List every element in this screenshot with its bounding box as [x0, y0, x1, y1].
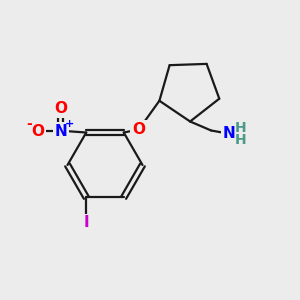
Text: O: O — [132, 122, 145, 137]
Text: N: N — [54, 124, 67, 139]
Text: O: O — [54, 101, 67, 116]
Text: -: - — [26, 116, 32, 130]
Text: I: I — [83, 215, 89, 230]
Text: +: + — [64, 118, 74, 128]
Text: N: N — [223, 126, 236, 141]
Text: O: O — [31, 124, 44, 139]
Text: H: H — [234, 133, 246, 147]
Text: H: H — [234, 121, 246, 135]
